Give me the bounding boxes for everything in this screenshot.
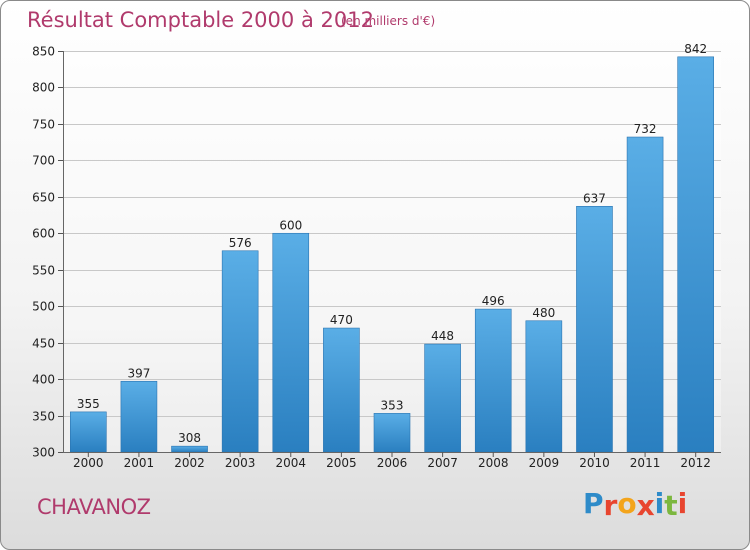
- commune-name: CHAVANOZ: [37, 495, 151, 519]
- data-label-2009: 480: [532, 306, 555, 320]
- bar-chart: 355397308576600470353448496480637732842 …: [32, 42, 721, 470]
- logo-letter: o: [617, 487, 637, 520]
- logo-letter: r: [603, 489, 618, 522]
- y-tick-label: 450: [32, 337, 55, 351]
- bar-2012: [677, 56, 714, 453]
- bar-2007: [424, 343, 461, 453]
- plot-area: [63, 51, 721, 452]
- logo-letter: x: [636, 489, 655, 522]
- x-tick-label-2009: 2009: [529, 456, 560, 470]
- y-tick-label: 650: [32, 191, 55, 205]
- data-label-2006: 353: [381, 398, 404, 412]
- data-label-2007: 448: [431, 329, 454, 343]
- bar-2003: [221, 250, 259, 453]
- data-label-2008: 496: [482, 294, 505, 308]
- y-tick-label: 700: [32, 154, 55, 168]
- x-tick-label-2011: 2011: [630, 456, 661, 470]
- x-tick-label-2005: 2005: [326, 456, 357, 470]
- bar-2002: [171, 445, 208, 453]
- data-label-2005: 470: [330, 313, 353, 327]
- data-label-2004: 600: [279, 218, 302, 232]
- proxiti-logo: Proxiti: [583, 487, 688, 522]
- x-tick-label-2002: 2002: [174, 456, 205, 470]
- logo-letter: i: [654, 487, 665, 520]
- x-tick-label-2012: 2012: [680, 456, 711, 470]
- chart-unit-label: (en milliers d'€): [341, 14, 436, 28]
- x-tick-label-2004: 2004: [275, 456, 306, 470]
- y-tick-label: 800: [32, 81, 55, 95]
- x-tick-label-2006: 2006: [377, 456, 408, 470]
- bar-2010: [576, 205, 613, 453]
- y-tick-label: 350: [32, 410, 55, 424]
- data-label-2012: 842: [684, 42, 707, 56]
- data-label-2011: 732: [634, 122, 657, 136]
- bar-2008: [474, 308, 512, 453]
- x-tick-label-2003: 2003: [225, 456, 256, 470]
- y-tick-label: 300: [32, 446, 55, 460]
- bar-2011: [626, 136, 664, 453]
- bar-2009: [525, 320, 563, 453]
- bar-2004: [272, 232, 310, 453]
- y-tick-label: 750: [32, 118, 55, 132]
- x-tick-label-2001: 2001: [124, 456, 155, 470]
- x-tick-label-2008: 2008: [478, 456, 509, 470]
- x-tick-label-2007: 2007: [427, 456, 458, 470]
- y-tick-label: 600: [32, 227, 55, 241]
- logo-letter: P: [583, 487, 604, 520]
- data-label-2001: 397: [127, 366, 150, 380]
- y-tick-label: 500: [32, 300, 55, 314]
- x-tick-label-2000: 2000: [73, 456, 104, 470]
- data-label-2000: 355: [77, 397, 100, 411]
- y-tick-label: 550: [32, 264, 55, 278]
- chart-title: Résultat Comptable 2000 à 2012: [27, 8, 374, 32]
- logo-letter: i: [677, 487, 688, 520]
- y-tick-label: 400: [32, 373, 55, 387]
- y-tick-label: 850: [32, 45, 55, 59]
- bar-2000: [70, 411, 107, 453]
- data-label-2010: 637: [583, 191, 606, 205]
- bar-2001: [120, 380, 158, 453]
- data-label-2003: 576: [229, 236, 252, 250]
- logo-letter: t: [664, 489, 678, 522]
- data-label-2002: 308: [178, 431, 201, 445]
- bar-2005: [323, 327, 360, 453]
- x-tick-label-2010: 2010: [579, 456, 610, 470]
- bar-2006: [373, 413, 411, 453]
